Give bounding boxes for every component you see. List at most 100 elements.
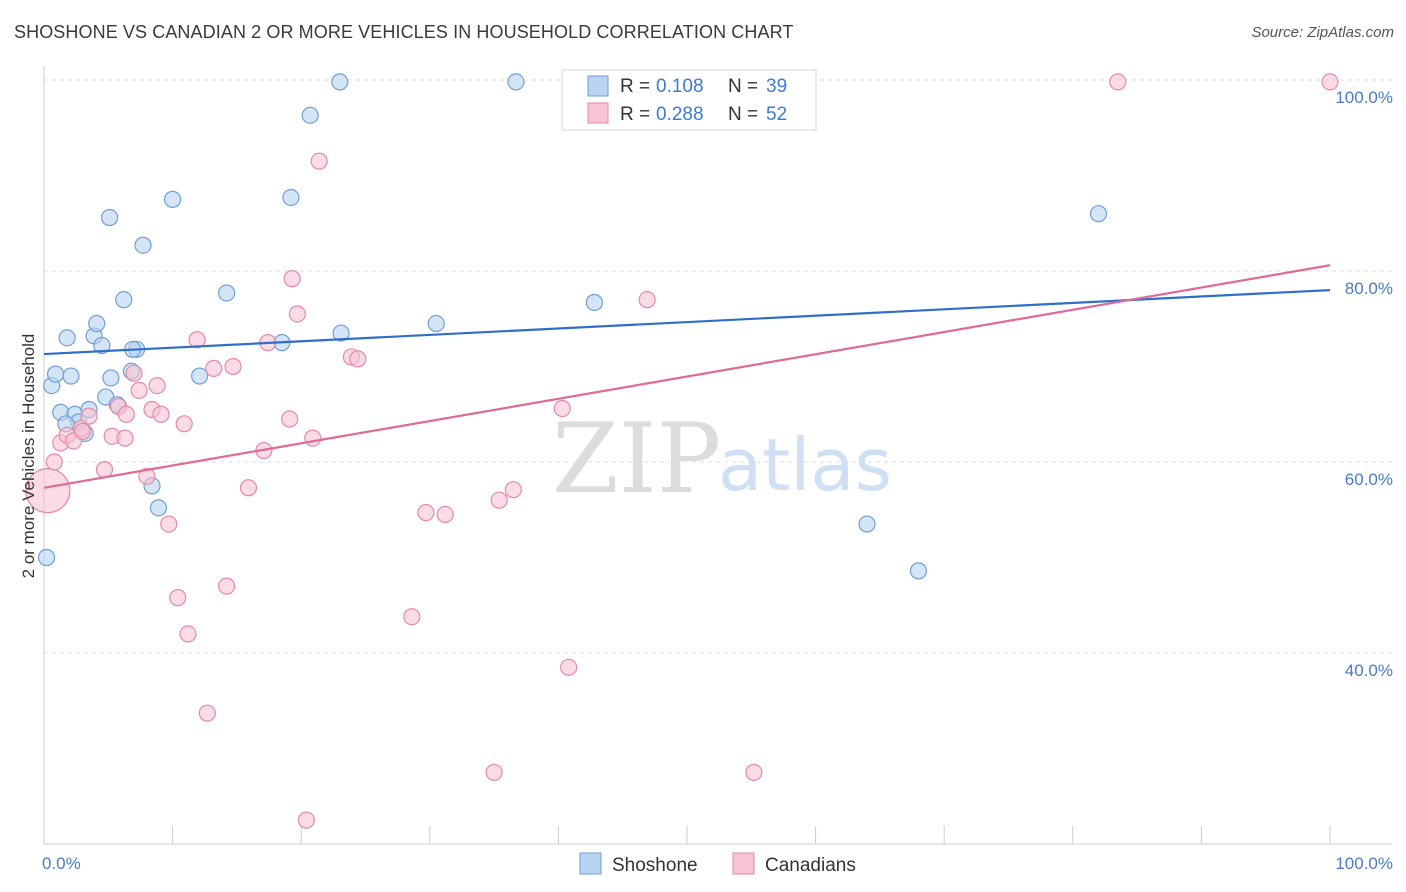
shoshone-point-12: [93, 336, 111, 355]
legend-swatch-canadians: [587, 102, 609, 124]
series-legend: Shoshone Canadians: [579, 852, 856, 876]
canadians-point-11: [125, 364, 143, 382]
series-legend-swatch-canadians: [732, 852, 755, 875]
x-tick-label-0: 0.0%: [42, 854, 81, 873]
canadians-point-30: [283, 270, 301, 288]
shoshone-point-20: [134, 236, 152, 254]
canadians-point-16: [152, 405, 170, 423]
canadians-point-44: [560, 658, 578, 676]
shoshone-point-5: [62, 367, 80, 385]
shoshone-point-25: [218, 284, 236, 302]
canadians-point-26: [239, 479, 258, 497]
y-tick-label-0: 40.0%: [1345, 661, 1393, 680]
shoshone-point-14: [100, 208, 119, 227]
legend-n-label-shoshone: N =: [728, 76, 758, 97]
canadians-point-34: [310, 152, 328, 170]
shoshone-trend-line: [43, 289, 1331, 356]
canadians-point-20: [179, 625, 197, 643]
shoshone-point-31: [427, 314, 445, 333]
canadians-point-32: [297, 811, 315, 829]
canadians-point-10: [117, 405, 135, 423]
canadians-point-22: [198, 704, 216, 722]
canadians-point-41: [490, 491, 508, 509]
canadians-point-19: [175, 415, 193, 433]
canadians-point-12: [130, 381, 148, 399]
canadians-point-24: [218, 577, 236, 595]
trend-lines: [43, 264, 1331, 489]
shoshone-point-36: [1089, 205, 1108, 223]
canadians-point-38: [417, 504, 435, 522]
canadians-point-0: [25, 468, 71, 514]
watermark-zip: ZIP: [552, 403, 721, 515]
stats-legend: R = 0.108 N = 39 R = 0.288 N = 52: [561, 69, 817, 131]
canadians-point-1: [45, 453, 63, 471]
canadians-point-51: [73, 422, 92, 441]
series-legend-label-canadians: Canadians: [765, 855, 856, 876]
canadians-point-37: [403, 608, 421, 626]
watermark: ZIP atlas: [552, 403, 892, 515]
canadians-point-21: [188, 331, 206, 349]
canadians-point-33: [304, 429, 322, 447]
legend-r-label-shoshone: R =: [620, 76, 650, 97]
y-tick-labels: 40.0% 60.0% 80.0% 100.0%: [1335, 88, 1393, 680]
canadians-point-18: [169, 589, 187, 607]
canadians-point-15: [148, 377, 166, 395]
canadians-point-50: [116, 429, 134, 447]
canadians-point-39: [436, 505, 454, 524]
y-tick-label-1: 60.0%: [1345, 470, 1393, 489]
axes: [43, 66, 1392, 845]
shoshone-point-33: [585, 293, 604, 312]
canadians-point-40: [485, 763, 503, 781]
series-legend-label-shoshone: Shoshone: [612, 855, 698, 876]
x-tick-labels: 0.0% 100.0%: [42, 854, 1393, 873]
legend-r-value-canadians: 0.288: [656, 104, 704, 125]
chart-title: SHOSHONE VS CANADIAN 2 OR MORE VEHICLES …: [14, 22, 794, 42]
shoshone-point-30: [331, 73, 349, 91]
series-legend-swatch-shoshone: [579, 852, 602, 875]
shoshone-point-34: [858, 515, 876, 533]
legend-r-value-shoshone: 0.108: [656, 76, 704, 97]
shoshone-point-32: [507, 73, 525, 91]
source-label: Source: ZipAtlas.com: [1251, 24, 1394, 41]
shoshone-point-0: [37, 548, 56, 567]
shoshone-point-28: [301, 106, 319, 124]
legend-r-label-canadians: R =: [620, 104, 650, 125]
canadians-point-25: [224, 357, 242, 376]
shoshone-point-17: [115, 291, 133, 309]
canadians-point-17: [160, 515, 178, 533]
legend-n-value-shoshone: 39: [766, 76, 787, 97]
shoshone-point-4: [58, 329, 76, 347]
shoshone-point-11: [88, 314, 106, 333]
shoshone-point-29: [332, 324, 350, 342]
x-tick-label-1: 100.0%: [1335, 854, 1393, 873]
canadians-point-23: [205, 359, 223, 378]
grid-lines: [44, 79, 1392, 654]
canadians-point-29: [281, 410, 299, 428]
canadians-point-7: [95, 461, 114, 479]
shoshone-point-15: [102, 369, 120, 387]
canadians-point-36: [349, 350, 367, 368]
legend-n-value-canadians: 52: [766, 104, 787, 125]
watermark-atlas: atlas: [718, 423, 892, 507]
legend-swatch-shoshone: [587, 75, 609, 97]
canadians-trend-line: [43, 264, 1331, 489]
canadians-point-48: [1109, 73, 1127, 91]
shoshone-point-35: [909, 562, 928, 580]
shoshone-point-2: [46, 365, 65, 383]
canadians-point-46: [745, 763, 763, 781]
y-tick-label-3: 100.0%: [1335, 88, 1393, 107]
canadians-point-49: [1321, 73, 1339, 91]
y-axis-title: 2 or more Vehicles in Household: [19, 334, 38, 579]
shoshone-point-23: [164, 190, 182, 208]
shoshone-point-22: [149, 499, 168, 517]
shoshone-point-27: [282, 188, 300, 207]
canadians-point-13: [138, 467, 156, 485]
canadians-point-43: [553, 399, 571, 418]
y-tick-label-2: 80.0%: [1345, 279, 1393, 298]
canadians-point-45: [638, 291, 656, 309]
shoshone-point-24: [191, 367, 209, 385]
canadians-point-31: [288, 305, 306, 323]
canadians-point-6: [80, 407, 98, 425]
canadians-point-42: [504, 481, 522, 499]
